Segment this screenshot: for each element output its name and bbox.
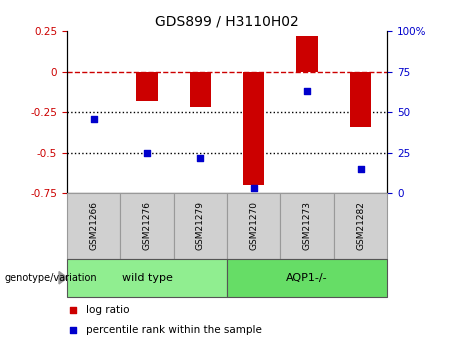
Bar <box>227 193 280 259</box>
Point <box>250 186 257 191</box>
Bar <box>243 71 265 185</box>
Text: GSM21273: GSM21273 <box>302 201 312 250</box>
Text: wild type: wild type <box>122 273 172 283</box>
Text: percentile rank within the sample: percentile rank within the sample <box>86 325 262 335</box>
Bar <box>136 71 158 101</box>
Text: AQP1-/-: AQP1-/- <box>286 273 328 283</box>
Point <box>90 116 97 121</box>
Bar <box>350 71 371 127</box>
Bar <box>296 36 318 71</box>
Text: log ratio: log ratio <box>86 305 130 315</box>
Text: genotype/variation: genotype/variation <box>5 273 97 283</box>
Text: GSM21276: GSM21276 <box>142 201 152 250</box>
Title: GDS899 / H3110H02: GDS899 / H3110H02 <box>155 14 299 29</box>
Text: GSM21266: GSM21266 <box>89 201 98 250</box>
Point <box>197 155 204 160</box>
Text: GSM21279: GSM21279 <box>196 201 205 250</box>
Bar <box>280 193 334 259</box>
Bar <box>189 71 211 107</box>
Bar <box>120 193 174 259</box>
Point <box>303 88 311 94</box>
Bar <box>334 193 387 259</box>
Polygon shape <box>59 272 67 284</box>
Bar <box>227 259 387 297</box>
Point <box>70 327 77 333</box>
Bar <box>174 193 227 259</box>
Text: GSM21270: GSM21270 <box>249 201 258 250</box>
Bar <box>67 259 227 297</box>
Point <box>70 307 77 313</box>
Point <box>143 150 151 155</box>
Point <box>357 166 364 171</box>
Bar <box>67 193 120 259</box>
Text: GSM21282: GSM21282 <box>356 201 365 250</box>
